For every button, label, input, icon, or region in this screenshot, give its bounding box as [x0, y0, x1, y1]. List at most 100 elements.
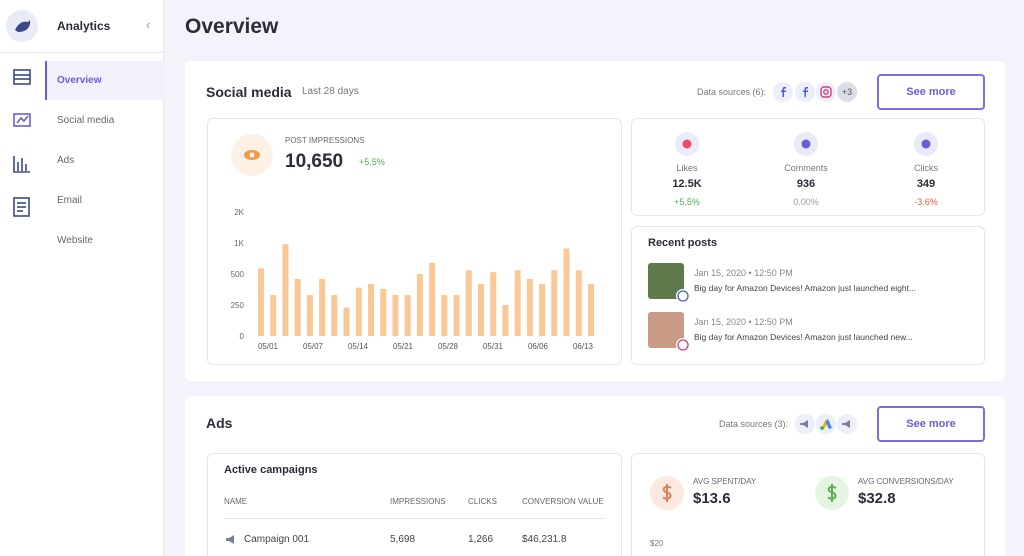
column-header: CLICKS	[468, 497, 497, 506]
bar	[588, 283, 594, 336]
stat-change: +5.5%	[674, 197, 700, 207]
currency-icon	[815, 476, 849, 510]
post-meta: Jan 15, 2020 • 12:50 PM	[694, 317, 793, 327]
section-title: Social media	[206, 84, 292, 100]
column-header: NAME	[224, 497, 248, 506]
eye-icon	[231, 134, 273, 176]
table-cell: 5,698	[390, 534, 416, 545]
collapse[interactable]: ‹	[146, 17, 151, 32]
bar	[575, 270, 582, 336]
post-meta: Jan 15, 2020 • 12:50 PM	[694, 268, 793, 278]
post-text: Big day for Amazon Devices! Amazon just …	[694, 332, 913, 342]
bar	[416, 274, 423, 336]
nav-item[interactable]: Ads	[57, 155, 75, 166]
bar	[539, 283, 546, 336]
bar	[490, 272, 497, 336]
icon-report[interactable]	[13, 197, 30, 217]
bar	[343, 307, 350, 336]
row-divider	[224, 518, 605, 519]
bar	[563, 248, 570, 336]
stat-change: -3.6%	[914, 197, 938, 207]
bar	[392, 295, 399, 336]
bar	[551, 270, 558, 336]
section-title: Ads	[206, 415, 233, 431]
post-text: Big day for Amazon Devices! Amazon just …	[694, 283, 917, 293]
bar	[355, 287, 362, 336]
see-more-button[interactable]: See more	[877, 406, 985, 442]
stat-value: 349	[916, 178, 936, 190]
source-ads[interactable]	[837, 414, 857, 434]
source-instagram[interactable]	[816, 82, 836, 102]
bar	[478, 283, 484, 336]
currency-icon	[650, 476, 684, 510]
impressions-label: POST IMPRESSIONS	[285, 136, 365, 145]
see-more-button[interactable]: See more	[877, 74, 985, 110]
bar	[453, 295, 460, 336]
stat-label: Comments	[784, 163, 828, 173]
x-tick-label: 06/06	[528, 342, 549, 351]
campaigns-title: Active campaigns	[224, 464, 318, 476]
y-tick-label: 2K	[234, 208, 244, 217]
average-label: AVG CONVERSIONS/DAY	[858, 477, 954, 486]
y-tick-label: 0	[240, 332, 245, 341]
axis-label: $20	[650, 539, 664, 548]
icon-dashboard[interactable]	[13, 69, 31, 85]
logo[interactable]	[6, 10, 38, 42]
table-cell: 1,266	[468, 534, 494, 545]
source-google-ads[interactable]	[816, 414, 836, 434]
sources-label: Data sources (6):	[697, 87, 767, 97]
page-title: Overview	[185, 15, 279, 38]
table-cell: Campaign 001	[244, 534, 310, 545]
x-tick-label: 05/14	[348, 342, 369, 351]
x-tick-label: 06/13	[573, 342, 594, 351]
nav-item[interactable]: Website	[57, 235, 93, 246]
table-cell: $46,231.8	[522, 534, 567, 545]
recent-posts-card	[631, 226, 985, 365]
nav-item[interactable]: Overview	[57, 75, 102, 86]
stat-icon	[914, 132, 938, 156]
stat-icon	[794, 132, 818, 156]
divider	[0, 52, 45, 53]
stat-label: Likes	[676, 163, 698, 173]
nav-item[interactable]: Social media	[57, 115, 115, 126]
bar	[258, 268, 264, 336]
stat-value: 12.5K	[672, 178, 702, 190]
stat-change: 0.00%	[793, 197, 819, 207]
column-header: CONVERSION VALUE	[522, 497, 604, 506]
bar-chart: 0 250 500 1K 2K 05/01 05/07 05/14 05/21 05/28 05/3…	[231, 208, 594, 351]
bar	[502, 305, 509, 336]
x-tick-label: 05/31	[483, 342, 504, 351]
bar	[380, 288, 387, 336]
bar	[270, 295, 277, 336]
bar	[465, 270, 472, 336]
post-thumbnail	[648, 263, 690, 303]
source-ads[interactable]	[795, 414, 815, 434]
bar	[404, 295, 411, 336]
source-facebook[interactable]	[795, 82, 815, 102]
bar	[282, 244, 289, 336]
nav-active	[45, 61, 165, 100]
bar	[441, 295, 448, 336]
stat-value: 936	[796, 178, 816, 190]
average-label: AVG SPENT/DAY	[693, 477, 757, 486]
average-value: $32.8	[858, 490, 896, 507]
more-sources[interactable]: +3	[837, 82, 857, 102]
bar	[526, 278, 533, 336]
column-header: IMPRESSIONS	[390, 497, 446, 506]
campaigns-card	[207, 453, 622, 556]
averages-card	[631, 453, 985, 556]
source-facebook[interactable]	[773, 82, 793, 102]
bar	[368, 283, 374, 336]
bar	[514, 270, 521, 336]
campaign-icon	[226, 535, 234, 544]
x-tick-label: 05/07	[303, 342, 324, 351]
recent-posts-title: Recent posts	[648, 237, 718, 249]
x-tick-label: 05/28	[438, 342, 459, 351]
icon-presentation[interactable]	[13, 113, 31, 127]
y-tick-label: 250	[231, 301, 245, 310]
average-value: $13.6	[693, 490, 731, 507]
app-title: Analytics	[57, 19, 111, 33]
y-tick-label: 1K	[234, 239, 244, 248]
post-thumbnail	[648, 312, 690, 352]
nav-item[interactable]: Email	[57, 195, 83, 206]
